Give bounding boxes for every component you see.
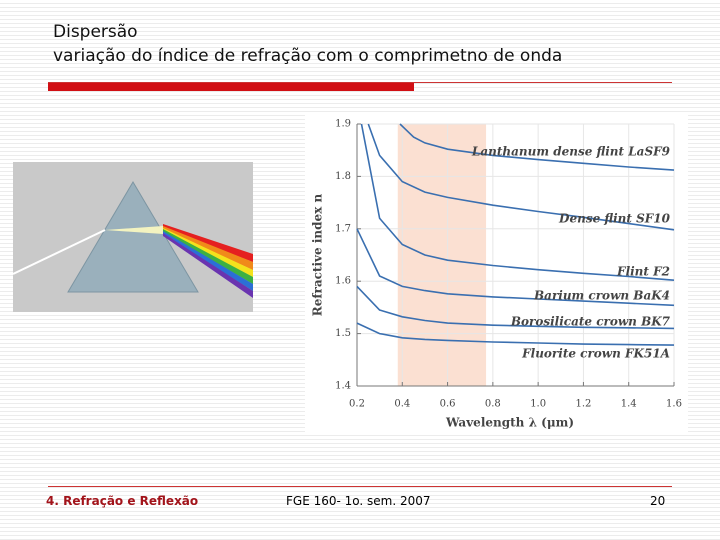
x-tick-label: 1.2: [575, 399, 591, 410]
x-axis-label: Wavelength λ (μm): [445, 416, 574, 430]
series-line: [356, 285, 675, 330]
x-tick-label: 1.0: [530, 399, 546, 410]
footer-right: 20: [650, 494, 666, 508]
x-tick-label: 0.8: [485, 399, 501, 410]
rule: [48, 82, 672, 83]
series-label: Dense flint SF10: [558, 212, 671, 226]
slide-title: Dispersão: [53, 22, 138, 42]
x-tick-label: 0.6: [440, 399, 456, 410]
prism-image: [13, 162, 253, 312]
y-tick-label: 1.4: [335, 381, 351, 392]
x-tick-label: 0.2: [349, 399, 365, 410]
red-bar: [48, 83, 414, 91]
series-line: [399, 123, 675, 171]
series-label: Lanthanum dense flint LaSF9: [471, 145, 671, 159]
x-tick-label: 0.4: [394, 399, 410, 410]
footer-center: FGE 160- 1o. sem. 2007: [286, 494, 431, 508]
y-tick-label: 1.7: [335, 223, 351, 234]
x-tick-label: 1.6: [666, 399, 682, 410]
visible-band: [397, 124, 487, 386]
series-label: Barium crown BaK4: [533, 289, 670, 303]
series-label: Borosilicate crown BK7: [510, 315, 671, 329]
footer-left: 4. Refração e Reflexão: [46, 494, 199, 508]
y-tick-label: 1.5: [335, 328, 351, 339]
y-tick-label: 1.9: [335, 119, 351, 130]
y-tick-label: 1.6: [335, 276, 351, 287]
series-label: Fluorite crown FK51A: [521, 347, 670, 361]
slide-subtitle: variação do índice de refração com o com…: [53, 46, 563, 66]
x-tick-label: 1.4: [621, 399, 637, 410]
y-axis-label: Refractive index n: [311, 194, 325, 317]
y-tick-label: 1.8: [335, 171, 351, 182]
series-line: [356, 228, 675, 307]
series-label: Flint F2: [616, 265, 670, 279]
series-line: [367, 123, 675, 231]
series-line: [360, 123, 675, 281]
series-line: [356, 322, 675, 346]
footer-rule: [48, 486, 672, 487]
